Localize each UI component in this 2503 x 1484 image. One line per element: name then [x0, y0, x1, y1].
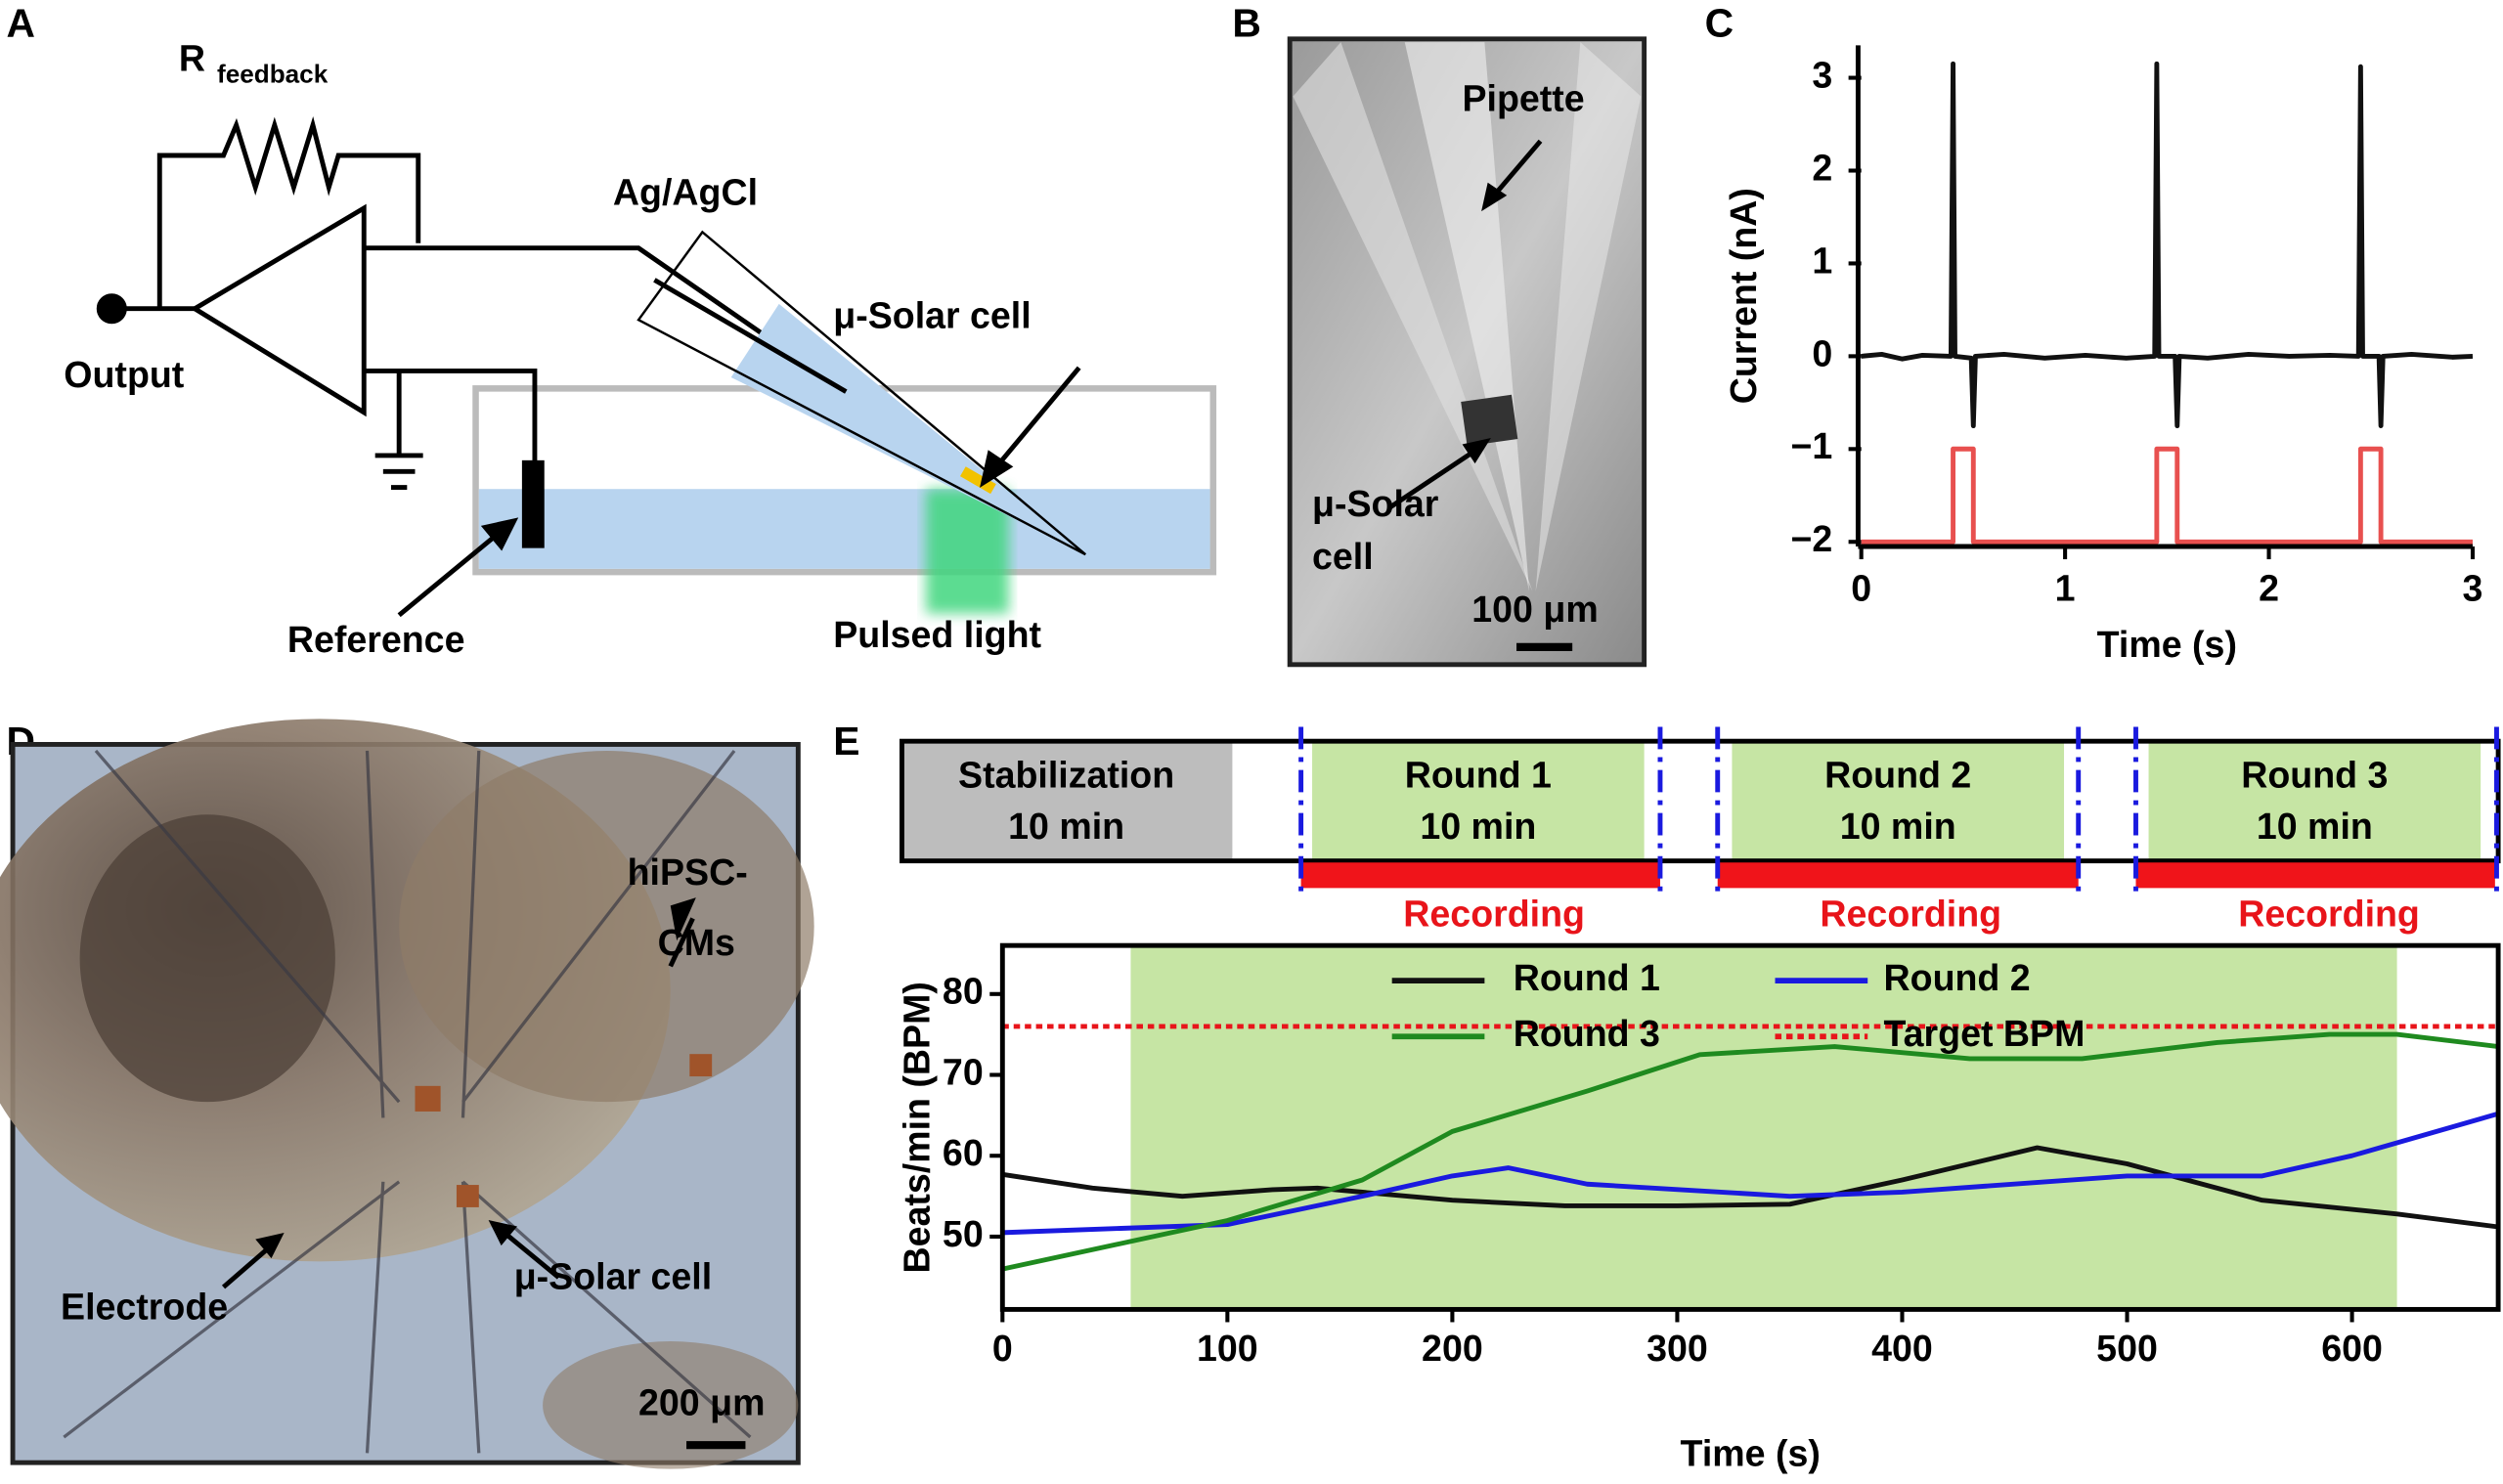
- circuit-diagram: [96, 115, 1217, 618]
- micrograph-b: [1287, 36, 1647, 668]
- label: R: [179, 38, 205, 79]
- label: CMs: [658, 922, 735, 963]
- label: Reference: [287, 619, 465, 660]
- y-tick-label: 60: [943, 1132, 984, 1173]
- x-tick-label: 600: [2321, 1328, 2383, 1369]
- label: μ-Solar cell: [514, 1255, 712, 1296]
- label: Electrode: [61, 1286, 228, 1327]
- panel-label: C: [1705, 1, 1734, 46]
- legend-label: Round 1: [1514, 957, 1660, 998]
- plot-frame: [999, 942, 2501, 1312]
- label: hiPSC-: [628, 851, 748, 893]
- x-axis-label: Time (s): [1681, 1433, 1821, 1474]
- panel-label: A: [7, 1, 35, 46]
- x-tick-label: 400: [1871, 1328, 1933, 1369]
- label: Ag/AgCl: [613, 172, 758, 213]
- block-duration: 10 min: [1420, 806, 1536, 847]
- x-axis-label: Time (s): [2097, 624, 2237, 665]
- label: Pipette: [1463, 77, 1585, 118]
- x-tick-label: 2: [2259, 568, 2279, 609]
- recording-label: Recording: [1820, 894, 2001, 935]
- series-line: [1001, 1145, 2499, 1230]
- label: μ-Solar cell: [833, 294, 1031, 335]
- x-tick-label: 3: [2463, 568, 2483, 609]
- series-line: [1861, 61, 2474, 429]
- legend-label: Target BPM: [1884, 1013, 2086, 1054]
- label: 100 μm: [1471, 589, 1598, 630]
- panel-label: E: [833, 719, 859, 764]
- legend-label: Round 3: [1514, 1013, 1660, 1054]
- label: Output: [64, 354, 185, 395]
- y-tick-label: 70: [943, 1051, 984, 1092]
- series-line: [1002, 1111, 2499, 1236]
- label: 200 μm: [638, 1381, 765, 1422]
- y-tick-label: −1: [1790, 425, 1832, 466]
- x-tick-label: 0: [1851, 568, 1871, 609]
- x-tick-label: 1: [2055, 568, 2076, 609]
- y-tick-label: 2: [1812, 147, 1832, 188]
- block-title: Stabilization: [958, 755, 1174, 796]
- highlight-region: [1130, 945, 2397, 1310]
- recording-label: Recording: [2238, 894, 2420, 935]
- series-line: [1001, 1031, 2499, 1272]
- x-tick-label: 300: [1647, 1328, 1708, 1369]
- y-axis-label: Current (nA): [1723, 188, 1764, 404]
- y-axis-label: Beats/min (BPM): [896, 982, 937, 1273]
- block-duration: 10 min: [1008, 806, 1124, 847]
- block-duration: 10 min: [2257, 806, 2373, 847]
- y-tick-label: 80: [943, 971, 984, 1012]
- label: cell: [1312, 536, 1374, 577]
- y-tick-label: 0: [1812, 332, 1832, 373]
- block-duration: 10 min: [1840, 806, 1956, 847]
- y-tick-label: −2: [1790, 518, 1832, 559]
- block-title: Round 2: [1824, 755, 1971, 796]
- x-tick-label: 0: [992, 1328, 1013, 1369]
- x-tick-label: 100: [1197, 1328, 1258, 1369]
- y-tick-label: 1: [1812, 240, 1832, 281]
- block-title: Round 1: [1405, 755, 1552, 796]
- y-tick-label: 3: [1812, 54, 1832, 95]
- micrograph-d: [0, 719, 814, 1469]
- x-tick-label: 500: [2096, 1328, 2158, 1369]
- legend-label: Round 2: [1884, 957, 2031, 998]
- series-line: [1861, 446, 2473, 545]
- recording-label: Recording: [1403, 894, 1585, 935]
- label: μ-Solar: [1312, 483, 1439, 524]
- label: Pulsed light: [833, 614, 1041, 655]
- block-title: Round 3: [2241, 755, 2388, 796]
- label: feedback: [217, 59, 329, 88]
- x-tick-label: 200: [1422, 1328, 1483, 1369]
- y-tick-label: 50: [943, 1213, 984, 1254]
- timeline: [900, 726, 2501, 898]
- panel-label: B: [1232, 1, 1260, 46]
